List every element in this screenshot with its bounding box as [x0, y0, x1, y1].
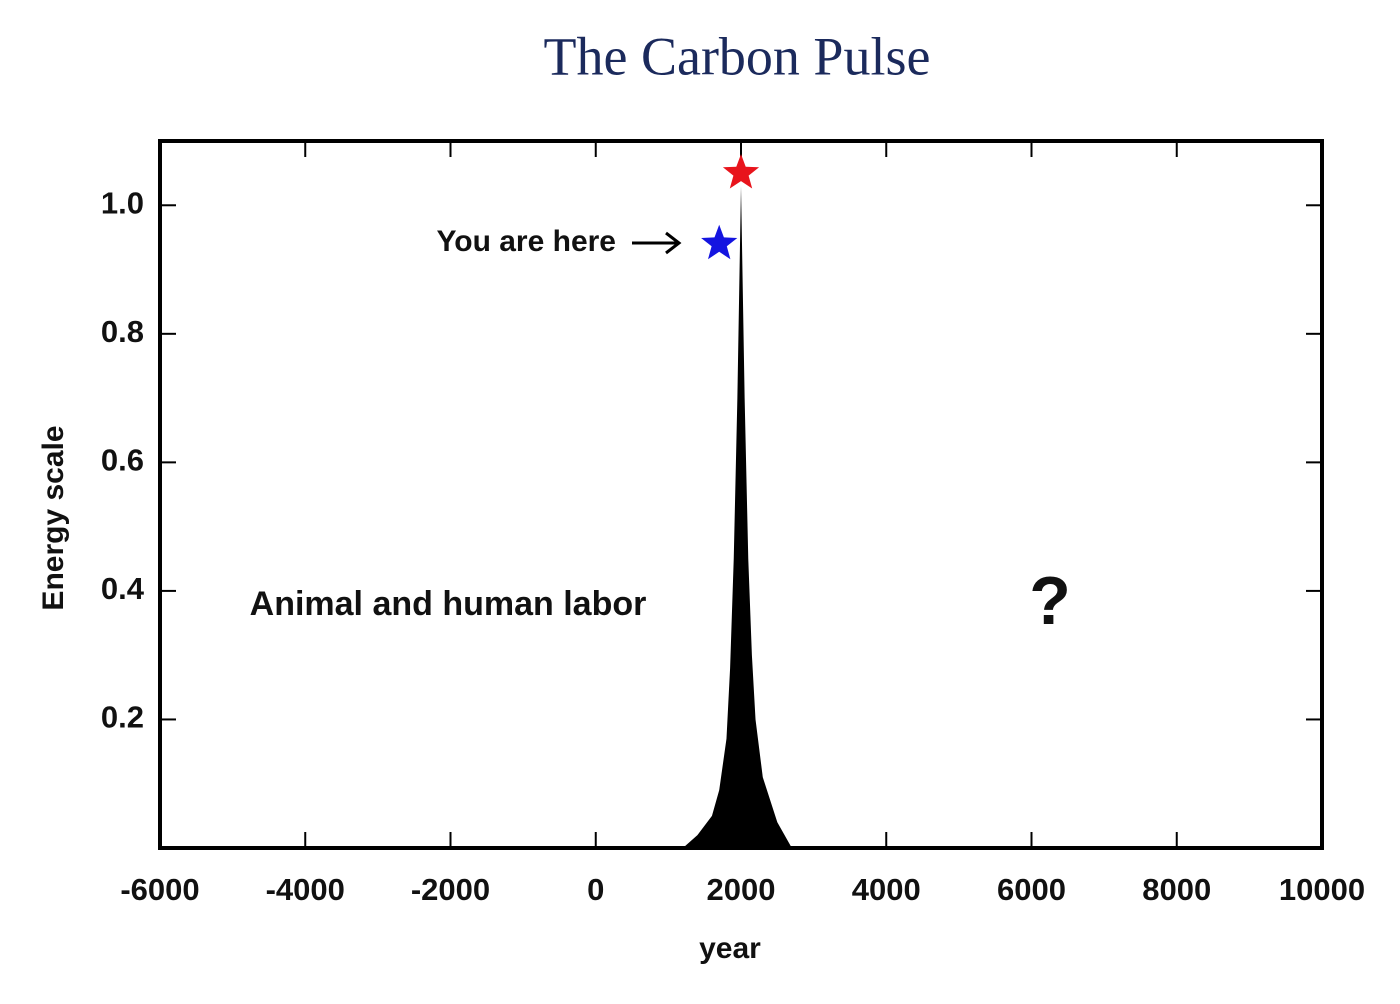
x-tick-label: 8000	[1142, 872, 1211, 907]
x-tick-label: 4000	[852, 872, 921, 907]
y-tick-label: 0.6	[101, 443, 144, 478]
pulse-area	[682, 185, 792, 848]
x-tick-label: 2000	[707, 872, 776, 907]
annotation: You are here	[436, 225, 616, 258]
y-tick-label: 0.2	[101, 700, 144, 735]
x-axis-label: year	[699, 932, 761, 965]
arrow	[632, 231, 682, 255]
annotation: Animal and human labor	[250, 585, 647, 623]
y-tick-label: 1.0	[101, 185, 144, 220]
x-tick-label: 10000	[1279, 872, 1365, 907]
x-tick-label: -2000	[411, 872, 490, 907]
star-marker	[701, 224, 738, 260]
x-tick-label: 0	[587, 872, 604, 907]
y-tick-label: 0.4	[101, 571, 145, 606]
y-axis-label: Energy scale	[37, 425, 70, 610]
x-tick-label: 6000	[997, 872, 1066, 907]
star-marker	[722, 154, 760, 189]
annotation: ?	[1029, 563, 1071, 639]
y-tick-label: 0.8	[101, 314, 144, 349]
chart-title: The Carbon Pulse	[544, 26, 931, 86]
x-tick-label: -4000	[266, 872, 345, 907]
x-tick-label: -6000	[120, 872, 199, 907]
